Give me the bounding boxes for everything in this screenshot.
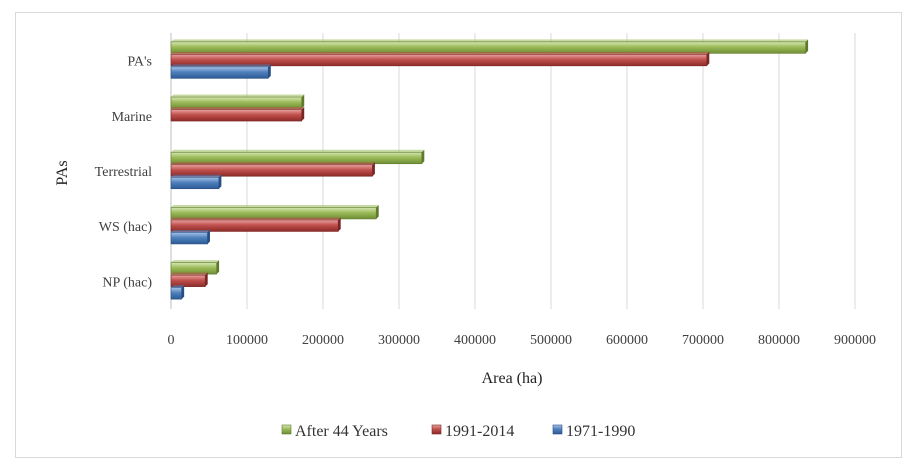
bar-top-face bbox=[171, 285, 185, 288]
bar-top-face bbox=[171, 174, 222, 178]
bar-top-face bbox=[171, 260, 220, 263]
category-label: WS (hac) bbox=[99, 220, 153, 235]
bar-end-face bbox=[301, 107, 305, 122]
bar-top-face bbox=[171, 107, 305, 110]
legend-swatch bbox=[281, 424, 292, 435]
x-tick-label: 200000 bbox=[302, 333, 344, 348]
bar bbox=[170, 66, 269, 79]
bar-end-face bbox=[706, 51, 710, 66]
x-tick-label: 800000 bbox=[758, 333, 800, 348]
legend-label: 1991-2014 bbox=[445, 423, 514, 440]
legend-swatch bbox=[431, 424, 442, 435]
bar-end-face bbox=[268, 64, 271, 79]
bar-top-face bbox=[171, 149, 425, 153]
legend-item: 1991-2014 bbox=[431, 423, 514, 440]
bar bbox=[170, 262, 217, 275]
bar-top-face bbox=[171, 217, 341, 220]
x-tick-label: 500000 bbox=[530, 333, 572, 348]
legend-label: 1971-1990 bbox=[566, 423, 635, 440]
bar bbox=[170, 176, 220, 190]
legend-swatch bbox=[552, 424, 563, 435]
bar bbox=[170, 41, 806, 54]
category-labels: PA's Marine Terrestrial WS (hac) NP (hac) bbox=[95, 55, 153, 291]
bar bbox=[170, 109, 303, 122]
x-axis-title: Area (ha) bbox=[482, 370, 543, 387]
bar-end-face bbox=[181, 285, 185, 300]
bar-end-face bbox=[216, 260, 220, 275]
bar bbox=[170, 164, 373, 177]
bar bbox=[170, 287, 182, 300]
bar-end-face bbox=[218, 174, 222, 189]
x-tick-labels: 0 100000 200000 300000 400000 500000 600000 700… bbox=[168, 333, 877, 348]
bar bbox=[170, 219, 339, 232]
x-tick-label: 100000 bbox=[226, 333, 268, 348]
x-tick-label: 600000 bbox=[606, 333, 648, 348]
legend: After 44 Years 1991-2014 1971-1990 bbox=[281, 423, 635, 440]
bar-end-face bbox=[205, 272, 208, 287]
bar-top-face bbox=[171, 39, 809, 42]
bar-end-face bbox=[805, 39, 809, 54]
legend-item: 1971-1990 bbox=[552, 423, 635, 440]
category-label: PA's bbox=[127, 55, 152, 70]
chart-frame bbox=[15, 12, 902, 458]
bar-top-face bbox=[171, 51, 710, 55]
bar-top-face bbox=[171, 64, 271, 67]
category-label: Marine bbox=[112, 110, 152, 125]
bar-top-face bbox=[171, 94, 305, 98]
x-tick-label: 700000 bbox=[682, 333, 724, 348]
x-tick-label: 900000 bbox=[834, 333, 876, 348]
bar bbox=[170, 96, 303, 109]
bar-end-face bbox=[207, 229, 210, 244]
bar-end-face bbox=[376, 204, 379, 219]
bar-end-face bbox=[372, 162, 375, 177]
bar-top-face bbox=[171, 229, 210, 233]
bar-end-face bbox=[338, 217, 341, 232]
bar bbox=[170, 207, 377, 220]
bar-top-face bbox=[171, 204, 379, 208]
bar-end-face bbox=[421, 149, 425, 164]
x-tick-label: 400000 bbox=[454, 333, 496, 348]
x-tick-label: 0 bbox=[168, 333, 175, 348]
bar-end-face bbox=[301, 94, 305, 109]
legend-label: After 44 Years bbox=[295, 423, 388, 440]
bar bbox=[170, 54, 708, 67]
bar-top-face bbox=[171, 272, 208, 276]
y-axis-title: PAs bbox=[54, 160, 71, 185]
category-label: NP (hac) bbox=[102, 275, 152, 290]
legend-item: After 44 Years bbox=[281, 423, 388, 440]
x-tick-label: 300000 bbox=[378, 333, 420, 348]
bar bbox=[170, 232, 208, 245]
bar bbox=[170, 151, 423, 165]
bar-top-face bbox=[171, 162, 375, 165]
bar bbox=[170, 274, 206, 287]
bars bbox=[170, 39, 809, 300]
category-label: Terrestrial bbox=[95, 165, 152, 180]
